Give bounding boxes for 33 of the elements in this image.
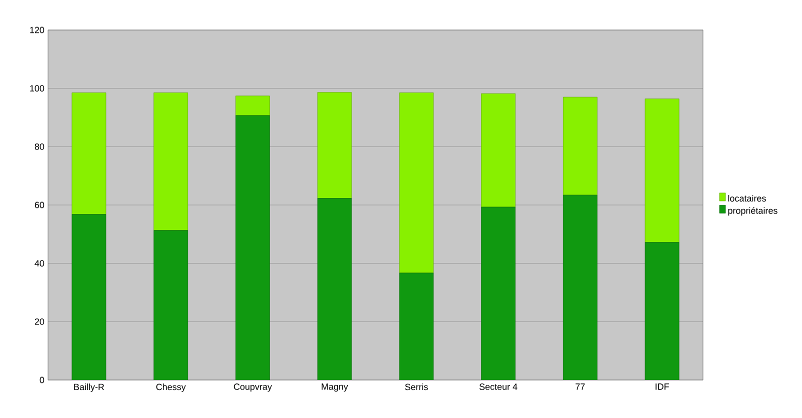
bar (399, 92, 434, 274)
bar (72, 92, 106, 215)
x-tick-label: 77 (576, 384, 585, 390)
bar (562, 96, 598, 196)
bar (317, 198, 352, 380)
bar (481, 206, 516, 380)
x-tick-label: Coupvray (234, 384, 272, 392)
legend-label: propriétaires (728, 207, 778, 216)
x-tick-label: Secteur 4 (479, 384, 518, 390)
y-tick-label: 120 (30, 26, 44, 34)
y-tick-label: 40 (34, 260, 44, 267)
bar (154, 230, 188, 380)
x-tick-label: Chessy (156, 384, 186, 392)
bar (235, 96, 270, 116)
x-tick-label: Serris (405, 384, 428, 390)
bar (481, 93, 516, 208)
bar (72, 214, 106, 380)
y-tick-label: 100 (30, 85, 44, 92)
bar (399, 272, 434, 380)
bar (154, 92, 188, 231)
x-tick-label: Bailly-R (74, 384, 104, 392)
y-tick-label: 60 (34, 202, 44, 208)
bar (644, 98, 680, 243)
x-tick-label: Magny (322, 384, 348, 392)
bar (562, 194, 598, 380)
legend-label: locataires (728, 194, 766, 202)
bar (235, 115, 270, 380)
y-tick-label: 80 (34, 143, 44, 150)
bar (644, 242, 680, 380)
bar (317, 92, 352, 198)
y-tick-label: 0 (40, 376, 44, 384)
y-tick-label: 20 (34, 318, 44, 325)
x-tick-label: IDF (656, 384, 669, 390)
